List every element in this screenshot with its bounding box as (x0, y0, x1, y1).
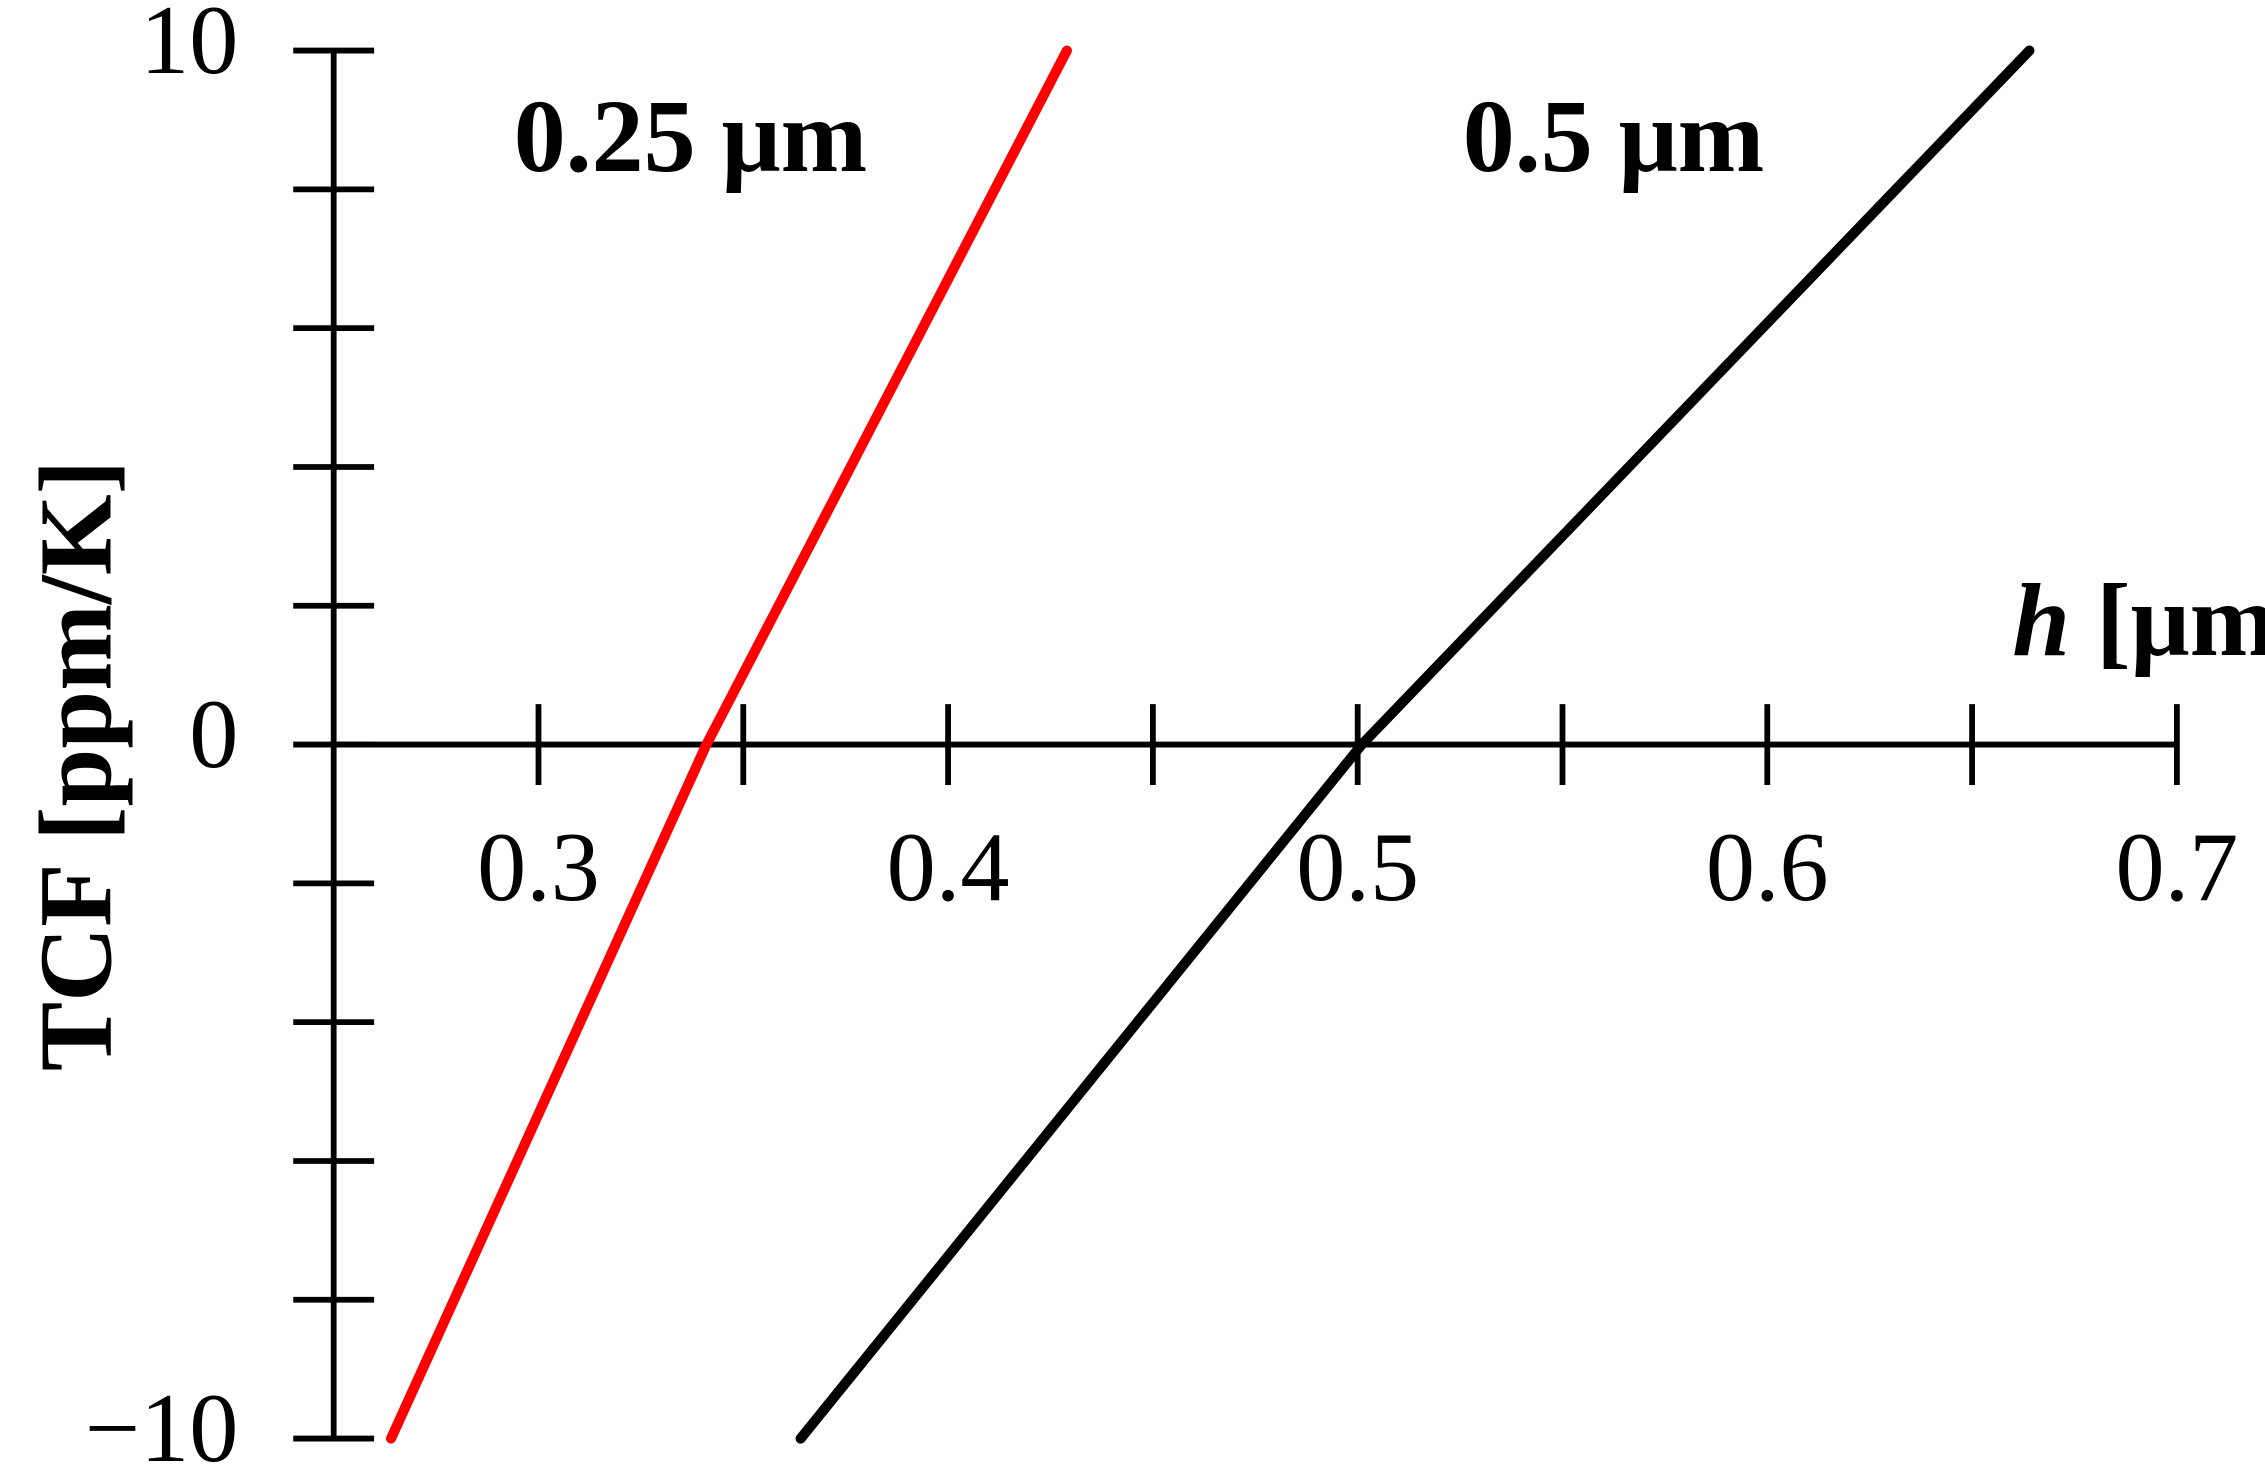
y-tick-label: 10 (140, 0, 238, 95)
x-tick-label: 0.5 (1296, 813, 1419, 922)
x-tick-label: 0.3 (477, 813, 600, 922)
data-line (385, 45, 1072, 1444)
annotation: 0.25 μm (514, 79, 868, 194)
annotation: 0.5 μm (1463, 79, 1765, 194)
y-tick-label: −10 (85, 1374, 239, 1479)
x-tick-label: 0.4 (887, 813, 1010, 922)
y-axis-label: TCF [ppm/K] (19, 460, 134, 1071)
x-axis-label: h[μm] (2012, 563, 2265, 678)
x-axis-symbol: h (2012, 563, 2070, 678)
data-line (795, 45, 2035, 1444)
y-tick-label: 0 (189, 680, 238, 789)
x-tick-label: 0.6 (1706, 813, 1829, 922)
x-axis-unit: [μm] (2096, 563, 2265, 678)
x-tick-label: 0.7 (2115, 813, 2238, 922)
